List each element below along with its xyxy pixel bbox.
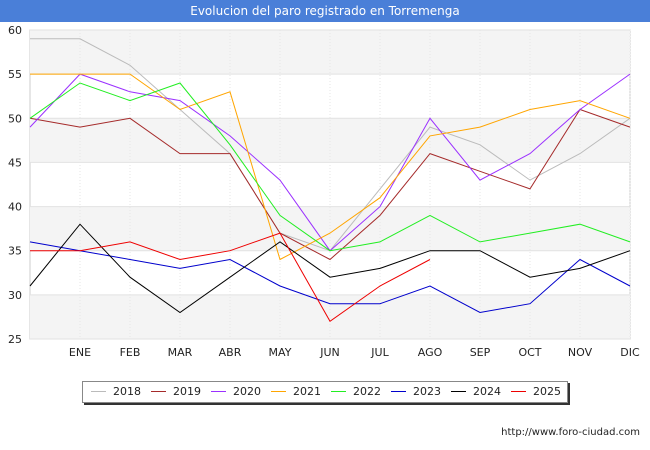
y-tick-label: 50 <box>8 112 22 125</box>
gridlines <box>30 29 631 340</box>
series-line-2021 <box>30 73 631 261</box>
y-tick-label: 35 <box>8 245 22 258</box>
grid-band <box>30 118 630 163</box>
legend: 2018 2019 2020 2021 2022 2023 2024 2025 <box>82 381 568 403</box>
x-tick-label: ABR <box>219 346 242 359</box>
legend-item-2025: 2025 <box>511 382 569 402</box>
chart-title: Evolucion del paro registrado en Torreme… <box>0 0 650 22</box>
y-tick-label: 30 <box>8 289 22 302</box>
legend-item-2020: 2020 <box>211 382 269 402</box>
x-tick-label: ENE <box>69 346 91 359</box>
legend-item-2021: 2021 <box>271 382 329 402</box>
legend-swatch <box>511 391 526 392</box>
legend-swatch <box>451 391 466 392</box>
legend-label: 2022 <box>353 385 381 398</box>
series-line-2025 <box>30 232 431 323</box>
legend-label: 2021 <box>293 385 321 398</box>
x-tick-label: SEP <box>470 346 491 359</box>
plot-frame <box>29 29 631 340</box>
legend-item-2023: 2023 <box>391 382 449 402</box>
legend-label: 2024 <box>473 385 501 398</box>
legend-swatch <box>391 391 406 392</box>
x-tick-label: NOV <box>568 346 593 359</box>
plot-area <box>29 29 631 340</box>
legend-swatch <box>331 391 346 392</box>
x-tick-label: MAY <box>269 346 292 359</box>
series-line-2024 <box>29 223 631 314</box>
x-tick-label: FEB <box>120 346 141 359</box>
legend-label: 2019 <box>173 385 201 398</box>
y-tick-label: 45 <box>8 156 22 169</box>
y-axis-ticks: 25 30 35 40 45 50 55 60 <box>8 24 22 346</box>
series-line-2022 <box>29 82 631 252</box>
x-axis-ticks: ENE FEB MAR ABR MAY JUN JUL AGO SEP OCT NOV DIC <box>69 346 640 359</box>
legend-swatch <box>211 391 226 392</box>
x-tick-label: AGO <box>418 346 443 359</box>
y-tick-label: 55 <box>8 68 22 81</box>
legend-label: 2025 <box>533 385 561 398</box>
y-tick-label: 40 <box>8 201 22 214</box>
legend-label: 2020 <box>233 385 261 398</box>
legend-swatch <box>91 391 106 392</box>
y-tick-label: 60 <box>8 24 22 37</box>
legend-label: 2018 <box>113 385 141 398</box>
x-tick-label: OCT <box>518 346 541 359</box>
legend-swatch <box>271 391 286 392</box>
x-tick-label: MAR <box>168 346 193 359</box>
x-tick-label: DIC <box>620 346 640 359</box>
source-footer: http://www.foro-ciudad.com <box>501 427 640 438</box>
x-tick-label: JUN <box>319 346 340 359</box>
legend-label: 2023 <box>413 385 441 398</box>
y-tick-label: 25 <box>8 333 22 346</box>
legend-swatch <box>151 391 166 392</box>
grid-band <box>30 294 630 339</box>
legend-item-2018: 2018 <box>91 382 149 402</box>
series-line-2019 <box>29 108 631 261</box>
legend-item-2024: 2024 <box>451 382 509 402</box>
series-line-2023 <box>29 241 631 314</box>
legend-item-2019: 2019 <box>151 382 209 402</box>
series-lines <box>29 38 631 323</box>
x-tick-label: JUL <box>370 346 389 359</box>
legend-item-2022: 2022 <box>331 382 389 402</box>
